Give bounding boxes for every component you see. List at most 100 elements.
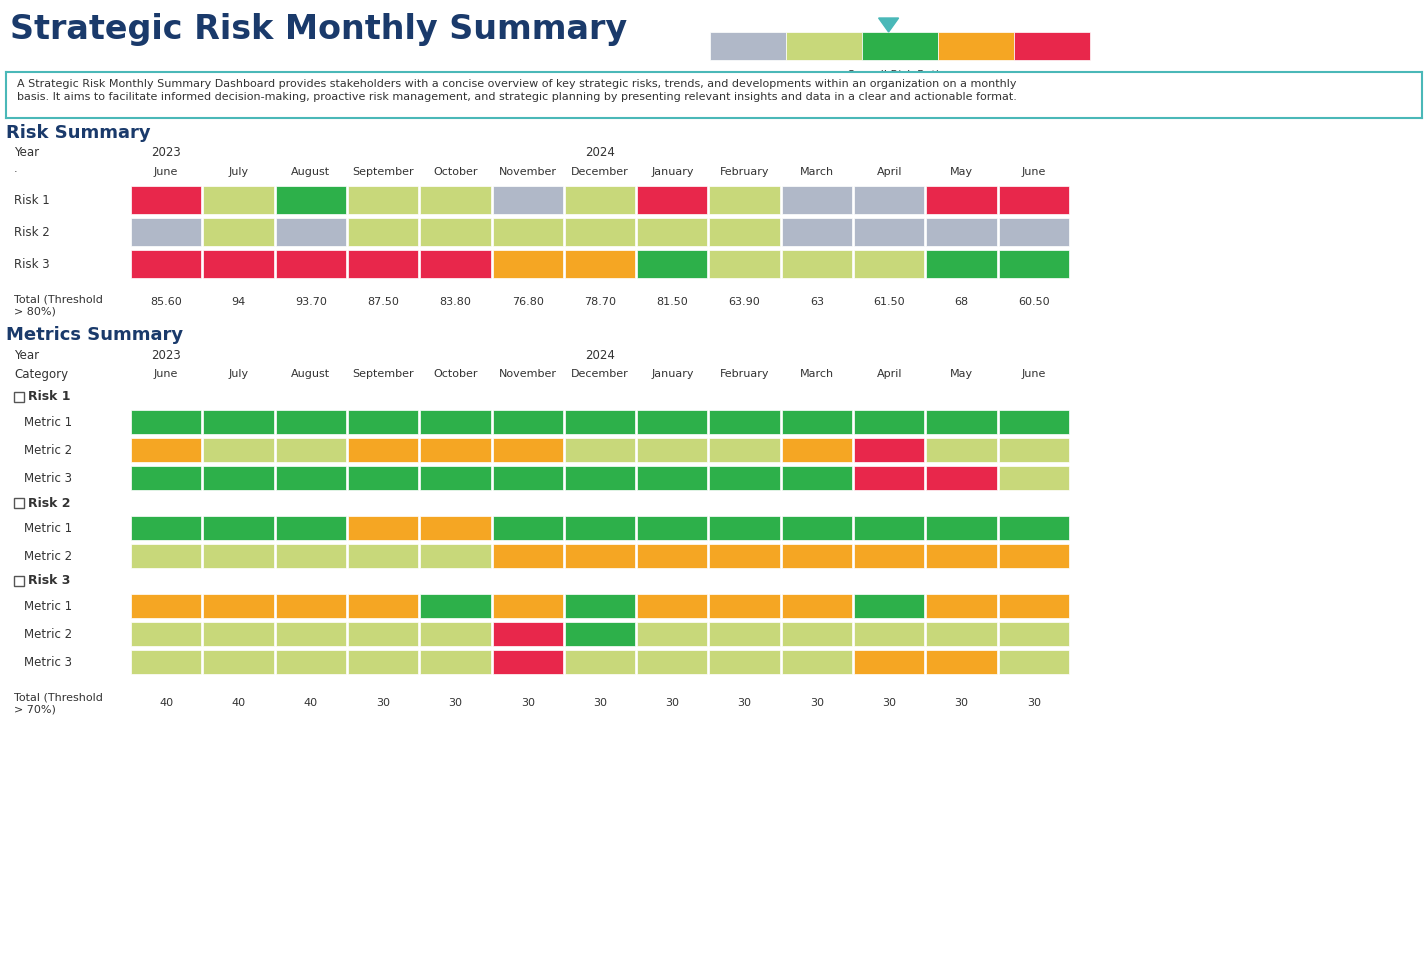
Text: July: July: [228, 369, 248, 379]
Text: 60.50: 60.50: [1018, 297, 1050, 307]
Text: 40: 40: [159, 698, 173, 708]
Bar: [710, 466, 780, 490]
Bar: [927, 218, 997, 246]
Bar: [781, 594, 853, 618]
Bar: [565, 516, 635, 540]
Bar: [927, 650, 997, 674]
Bar: [854, 410, 924, 434]
Bar: [420, 186, 491, 214]
Bar: [938, 32, 1014, 60]
Bar: [420, 650, 491, 674]
Text: A Strategic Risk Monthly Summary Dashboard provides stakeholders with a concise : A Strategic Risk Monthly Summary Dashboa…: [17, 79, 1017, 102]
Bar: [998, 438, 1070, 462]
Text: 30: 30: [810, 698, 824, 708]
Bar: [637, 516, 707, 540]
Bar: [565, 594, 635, 618]
Bar: [203, 544, 274, 568]
Text: 63.90: 63.90: [728, 297, 761, 307]
Bar: [710, 218, 780, 246]
Bar: [276, 250, 346, 278]
Text: Metric 2: Metric 2: [24, 444, 73, 456]
Text: April: April: [877, 167, 902, 177]
Text: December: December: [571, 369, 628, 379]
Bar: [998, 622, 1070, 646]
Text: November: November: [498, 369, 557, 379]
Bar: [710, 186, 780, 214]
Bar: [493, 594, 563, 618]
Bar: [203, 410, 274, 434]
Text: January: January: [651, 167, 694, 177]
Bar: [637, 594, 707, 618]
Bar: [565, 650, 635, 674]
Text: 85.60: 85.60: [150, 297, 181, 307]
Text: 76.80: 76.80: [511, 297, 544, 307]
Bar: [1014, 32, 1090, 60]
Bar: [637, 186, 707, 214]
Text: August: August: [291, 167, 330, 177]
Bar: [998, 218, 1070, 246]
Bar: [927, 466, 997, 490]
Bar: [998, 650, 1070, 674]
Bar: [203, 466, 274, 490]
Bar: [203, 186, 274, 214]
Bar: [131, 594, 201, 618]
Text: July: July: [228, 167, 248, 177]
Text: October: October: [433, 369, 477, 379]
Bar: [854, 650, 924, 674]
Bar: [927, 594, 997, 618]
Text: February: February: [720, 369, 770, 379]
Bar: [131, 622, 201, 646]
Text: Risk 3: Risk 3: [14, 257, 50, 271]
Bar: [854, 466, 924, 490]
Bar: [131, 544, 201, 568]
Text: June: June: [1021, 369, 1047, 379]
Bar: [420, 544, 491, 568]
Bar: [781, 250, 853, 278]
Bar: [781, 186, 853, 214]
Text: May: May: [950, 167, 972, 177]
Text: Risk 1: Risk 1: [14, 193, 50, 207]
Bar: [348, 650, 418, 674]
Text: 30: 30: [521, 698, 534, 708]
Text: 94: 94: [231, 297, 246, 307]
Bar: [927, 622, 997, 646]
Text: Metric 3: Metric 3: [24, 655, 71, 668]
Bar: [781, 438, 853, 462]
Text: February: February: [720, 167, 770, 177]
Bar: [565, 438, 635, 462]
Polygon shape: [878, 18, 898, 32]
Bar: [131, 650, 201, 674]
Bar: [348, 466, 418, 490]
Bar: [131, 438, 201, 462]
Bar: [710, 516, 780, 540]
Bar: [276, 410, 346, 434]
Bar: [854, 516, 924, 540]
Bar: [637, 650, 707, 674]
Bar: [203, 594, 274, 618]
Bar: [637, 218, 707, 246]
Text: October: October: [433, 167, 477, 177]
Text: Year: Year: [14, 147, 39, 159]
Text: August: August: [291, 369, 330, 379]
Bar: [348, 622, 418, 646]
Bar: [710, 544, 780, 568]
Bar: [781, 218, 853, 246]
Bar: [998, 410, 1070, 434]
Text: Total (Threshold: Total (Threshold: [14, 692, 103, 702]
Bar: [203, 250, 274, 278]
Text: 63: 63: [810, 297, 824, 307]
Text: June: June: [154, 167, 178, 177]
Text: Year: Year: [14, 349, 39, 361]
Bar: [276, 438, 346, 462]
Bar: [710, 32, 785, 60]
Bar: [348, 438, 418, 462]
Bar: [493, 410, 563, 434]
Bar: [493, 544, 563, 568]
Bar: [203, 438, 274, 462]
Text: 61.50: 61.50: [874, 297, 905, 307]
Text: 87.50: 87.50: [367, 297, 398, 307]
Bar: [781, 410, 853, 434]
Bar: [493, 622, 563, 646]
Bar: [637, 250, 707, 278]
Text: 30: 30: [448, 698, 463, 708]
